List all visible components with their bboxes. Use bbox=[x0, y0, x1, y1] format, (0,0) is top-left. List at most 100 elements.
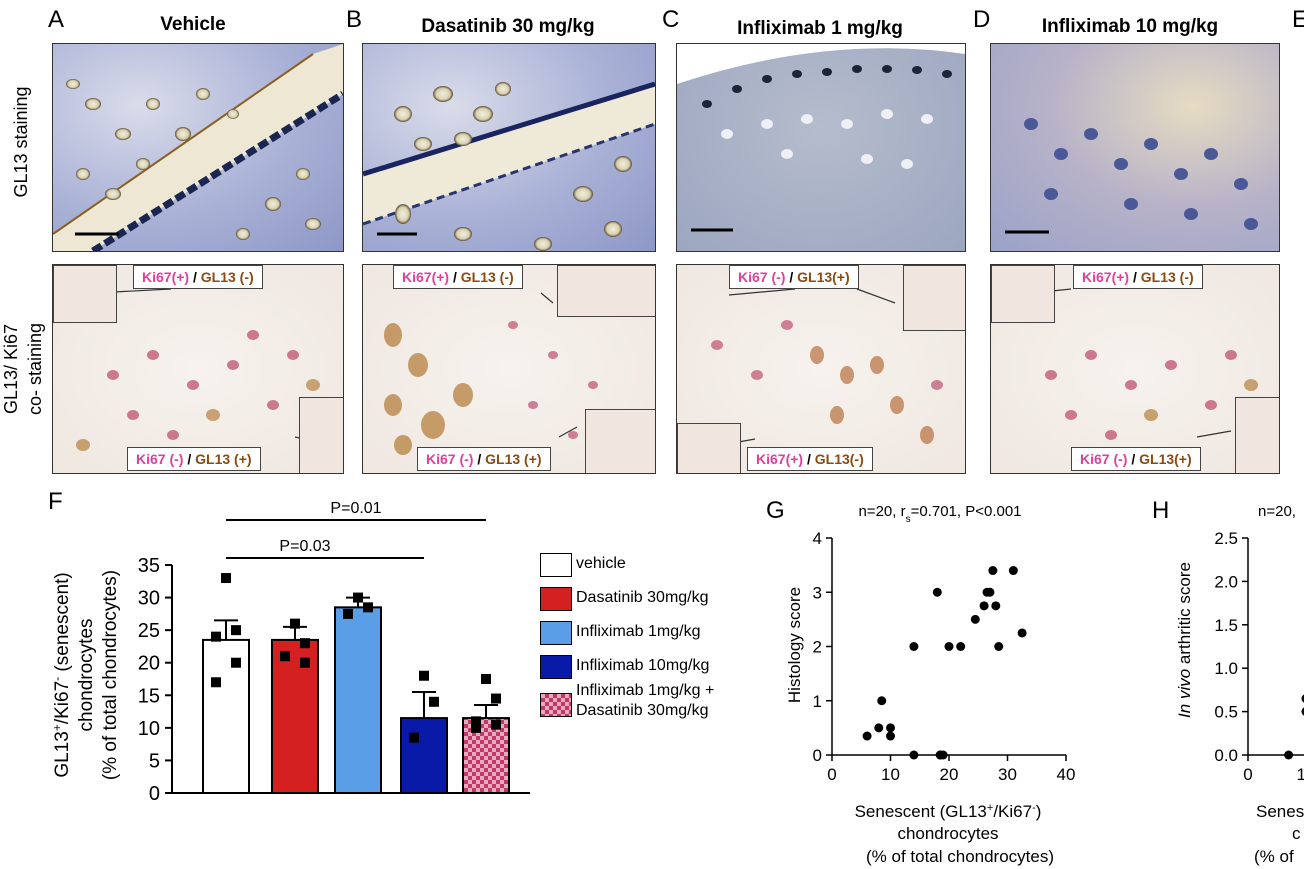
label-bottom-b: Ki67 (-) / GL13 (+) bbox=[417, 447, 551, 471]
y-tick-label-f: 15 bbox=[138, 685, 160, 707]
legend-swatch-combo bbox=[540, 693, 572, 717]
data-point-1-3 bbox=[300, 657, 310, 668]
label-bottom-a: Ki67 (-) / GL13 (+) bbox=[127, 447, 261, 471]
data-point-2-1 bbox=[363, 602, 373, 613]
scatter-point-g-12 bbox=[956, 642, 966, 651]
data-point-1-1 bbox=[300, 638, 310, 649]
data-point-3-0 bbox=[419, 670, 429, 681]
title-dasatinib: Dasatinib 30 mg/kg bbox=[421, 16, 595, 37]
title-infliximab-10: Infliximab 10 mg/kg bbox=[1041, 16, 1219, 37]
data-point-2-2 bbox=[343, 608, 353, 619]
scatter-point-g-6 bbox=[909, 750, 919, 760]
panel-letter-g: G bbox=[766, 497, 785, 524]
y-tick-label-g: 0 bbox=[813, 746, 822, 765]
data-point-0-3 bbox=[231, 657, 241, 668]
y-tick-label-f: 20 bbox=[138, 653, 160, 675]
panel-letter-a: A bbox=[48, 6, 65, 33]
scatter-point-h-2 bbox=[1301, 694, 1304, 703]
y-tick-label-g: 1 bbox=[813, 692, 822, 711]
y-tick-label-h: 0.5 bbox=[1214, 703, 1238, 722]
title-infliximab-1: Infliximab 1 mg/kg bbox=[737, 18, 903, 39]
y-tick-label-g: 2 bbox=[813, 638, 822, 657]
scatter-chart-h: n=20, In vivo arthritic score 0.0 0.5 1.0 1… bbox=[1175, 503, 1304, 866]
data-point-0-4 bbox=[211, 677, 221, 688]
row-label-line1: GL13/ Ki67 bbox=[1, 323, 21, 415]
data-point-4-1 bbox=[491, 693, 501, 704]
inset-top-c bbox=[903, 265, 965, 331]
scatter-point-g-10 bbox=[938, 750, 948, 760]
legend-label-infliximab-1: Infliximab 1mg/kg bbox=[576, 623, 701, 640]
legend-label-dasatinib: Dasatinib 30mg/kg bbox=[576, 589, 709, 606]
x-tick-label-g: 10 bbox=[881, 765, 900, 784]
data-point-3-1 bbox=[429, 696, 439, 707]
row-label-line2: co- staining bbox=[25, 322, 45, 416]
panel-letter-b: B bbox=[346, 6, 363, 33]
micrograph-ki67-infliximab-10: Ki67(+) / GL13 (-) Ki67 (-) / GL13(+) bbox=[990, 264, 1280, 474]
legend-swatch-infliximab-1 bbox=[540, 621, 572, 645]
x-tick-label-h: 0 bbox=[1243, 765, 1252, 784]
data-point-1-2 bbox=[280, 651, 290, 662]
panel-letter-h: H bbox=[1152, 497, 1170, 524]
pvalue-label-2: P=0.03 bbox=[279, 538, 330, 555]
data-point-0-1 bbox=[231, 625, 241, 636]
stats-h: n=20, bbox=[1258, 503, 1296, 520]
data-point-2-0 bbox=[353, 592, 363, 603]
label-bottom-d: Ki67 (-) / GL13(+) bbox=[1071, 447, 1201, 471]
micrograph-ki67-dasatinib: Ki67(+) / GL13 (-) Ki67 (-) / GL13 (+) bbox=[362, 264, 656, 474]
y-tick-label-h: 2.0 bbox=[1214, 572, 1238, 591]
y-tick-label-g: 4 bbox=[813, 529, 822, 548]
scatter-point-g-14 bbox=[979, 601, 989, 611]
x-tick-label-g: 20 bbox=[940, 765, 959, 784]
scatter-point-g-5 bbox=[909, 642, 919, 651]
ylabel-g: Histology score bbox=[785, 587, 804, 703]
legend-label-combo: Infliximab 1mg/kg + Dasatinib 30mg/kg bbox=[576, 682, 715, 719]
micrograph-gl13-infliximab-10 bbox=[990, 43, 1280, 252]
data-point-4-2 bbox=[471, 716, 481, 727]
inset-top-b bbox=[557, 265, 655, 317]
data-point-4-0 bbox=[481, 674, 491, 684]
micrograph-gl13-vehicle bbox=[52, 43, 344, 252]
legend-label-vehicle: vehicle bbox=[576, 555, 626, 572]
row-label-gl13: GL13 staining bbox=[11, 86, 31, 198]
legend-label-infliximab-10: Infliximab 10mg/kg bbox=[576, 657, 710, 674]
legend-swatch-dasatinib bbox=[540, 587, 572, 611]
scatter-point-g-1 bbox=[874, 723, 884, 733]
y-tick-label-h: 1.5 bbox=[1214, 616, 1238, 635]
scatter-point-g-21 bbox=[1017, 628, 1027, 638]
micrograph-ki67-infliximab-1: Ki67 (-) / GL13(+) Ki67(+) / GL13(-) bbox=[676, 264, 966, 474]
y-tick-label-f: 0 bbox=[149, 783, 160, 805]
legend-swatch-infliximab-10 bbox=[540, 655, 572, 679]
y-tick-label-f: 10 bbox=[138, 718, 160, 740]
scatter-point-g-13 bbox=[970, 614, 980, 624]
scatter-point-h-1 bbox=[1301, 707, 1304, 716]
panel-letter-e: E bbox=[1292, 6, 1304, 33]
y-tick-label-h: 2.5 bbox=[1214, 529, 1238, 548]
inset-bottom-c bbox=[677, 423, 741, 473]
inset-top-a bbox=[53, 265, 117, 323]
ylabel-h: In vivo arthritic score bbox=[1175, 562, 1194, 718]
bar-4 bbox=[462, 717, 510, 794]
data-point-4-4 bbox=[471, 722, 481, 733]
data-point-0-2 bbox=[211, 631, 221, 642]
label-top-a: Ki67(+) / GL13 (-) bbox=[133, 265, 263, 289]
y-tick-label-g: 3 bbox=[813, 583, 822, 602]
inset-bottom-b bbox=[585, 409, 655, 473]
scatter-point-g-7 bbox=[932, 587, 942, 597]
label-top-c: Ki67 (-) / GL13(+) bbox=[729, 265, 859, 289]
xlabel-g-line2: chondrocytes bbox=[897, 824, 998, 843]
y-tick-label-f: 5 bbox=[149, 750, 160, 772]
svg-text:(% of total chondrocytes): (% of total chondrocytes) bbox=[100, 570, 121, 780]
scatter-point-g-11 bbox=[944, 642, 954, 651]
y-tick-label-f: 25 bbox=[138, 620, 160, 642]
panel-letter-f: F bbox=[48, 488, 63, 515]
y-tick-label-f: 35 bbox=[138, 555, 160, 577]
xlabel-g-line3: (% of total chondrocytes) bbox=[866, 847, 1054, 866]
scatter-point-g-0 bbox=[862, 731, 872, 741]
xlabel-h-line3: (% of bbox=[1254, 847, 1294, 866]
y-tick-label-h: 0.0 bbox=[1214, 746, 1238, 765]
scatter-point-g-18 bbox=[994, 642, 1004, 651]
xlabel-h-line1: Senes bbox=[1256, 802, 1304, 821]
scatter-point-g-16 bbox=[985, 587, 995, 597]
bar-0 bbox=[202, 638, 250, 794]
label-bottom-c: Ki67(+) / GL13(-) bbox=[747, 447, 873, 471]
